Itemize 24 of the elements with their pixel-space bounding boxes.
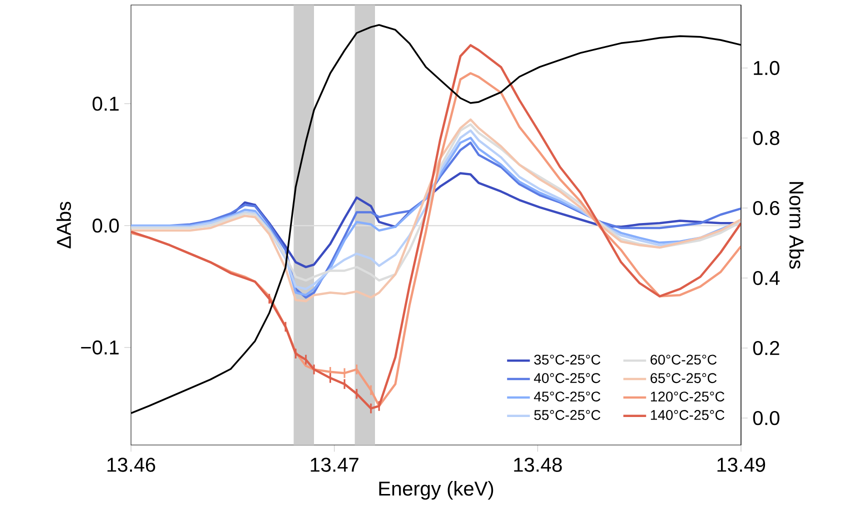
y2-tick-label: 0.6 — [753, 200, 780, 216]
y2-tick-label: 0.0 — [753, 410, 780, 426]
legend-label: 140°C-25°C — [650, 410, 724, 420]
y2-tick-label: 0.4 — [753, 270, 780, 286]
legend-label: 120°C-25°C — [650, 392, 724, 402]
legend-label: 60°C-25°C — [650, 354, 717, 365]
legend-label: 35°C-25°C — [534, 354, 600, 365]
x-tick-label: 13.46 — [108, 458, 156, 472]
legend-label: 55°C-25°C — [534, 410, 600, 420]
y2-axis-title: Norm Abs — [789, 182, 804, 269]
y2-tick-label: 0.8 — [753, 130, 780, 146]
legend-label: 45°C-25°C — [534, 392, 600, 402]
x-tick-label: 13.49 — [718, 458, 766, 472]
y2-tick-label: 1.0 — [754, 60, 780, 76]
y2-tick-label: 0.2 — [753, 340, 780, 356]
y-tick-label: 0.0 — [92, 218, 119, 233]
x-tick-label: 13.47 — [310, 458, 358, 472]
legend-label: 65°C-25°C — [650, 373, 717, 384]
y-tick-label: −0.1 — [81, 340, 119, 355]
legend-label: 40°C-25°C — [534, 373, 600, 384]
y-tick-label: 0.1 — [92, 96, 119, 111]
x-axis-title: Energy (keV) — [379, 481, 494, 500]
x-tick-label: 13.48 — [514, 458, 562, 472]
y-axis-title: ΔAbs — [56, 202, 71, 248]
